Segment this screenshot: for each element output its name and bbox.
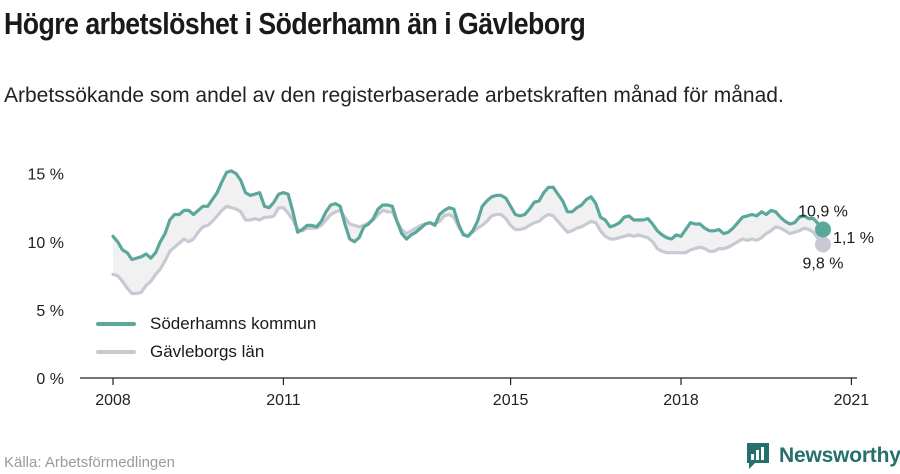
end-label-difference: 1,1 % [833, 230, 874, 247]
chart-subtitle: Arbetssökande som andel av den registerb… [4, 84, 784, 107]
x-tick-label: 2011 [266, 392, 301, 409]
chart-legend: Söderhamns kommun Gävleborgs län [92, 307, 325, 370]
y-tick-label: 5 % [36, 303, 64, 320]
legend-item-gavleborg[interactable]: Gävleborgs län [96, 338, 316, 366]
x-tick-label: 2021 [834, 392, 870, 409]
legend-swatch-gavleborg [96, 350, 136, 354]
y-tick-label: 0 % [36, 371, 64, 388]
legend-label-soderhamn: Söderhamns kommun [150, 314, 317, 333]
newsworthy-chart-icon [747, 443, 769, 469]
brand-name: Newsworthy [779, 444, 900, 467]
legend-item-soderhamn[interactable]: Söderhamns kommun [96, 310, 316, 338]
end-marker-soderhamn [815, 221, 831, 238]
series-line-soderhamn [111, 169, 825, 262]
x-tick-label: 2015 [493, 392, 529, 409]
newsworthy-logo[interactable]: Newsworthy [745, 441, 900, 471]
x-tick-label: 2008 [95, 392, 131, 409]
end-marker-gavleborg [815, 236, 831, 253]
y-tick-label: 15 % [28, 167, 64, 184]
y-tick-label: 10 % [28, 235, 64, 252]
end-label-gavleborg: 9,8 % [803, 255, 844, 272]
x-tick-label: 2018 [663, 392, 699, 409]
series-line-gavleborg [111, 204, 825, 296]
end-label-soderhamn: 10,9 % [798, 203, 848, 220]
chart-title: Högre arbetslöshet i Söderhamn än i Gävl… [4, 6, 586, 41]
source-note: Källa: Arbetsförmedlingen [4, 454, 175, 471]
legend-label-gavleborg: Gävleborgs län [150, 342, 265, 361]
legend-swatch-soderhamn [96, 322, 136, 326]
